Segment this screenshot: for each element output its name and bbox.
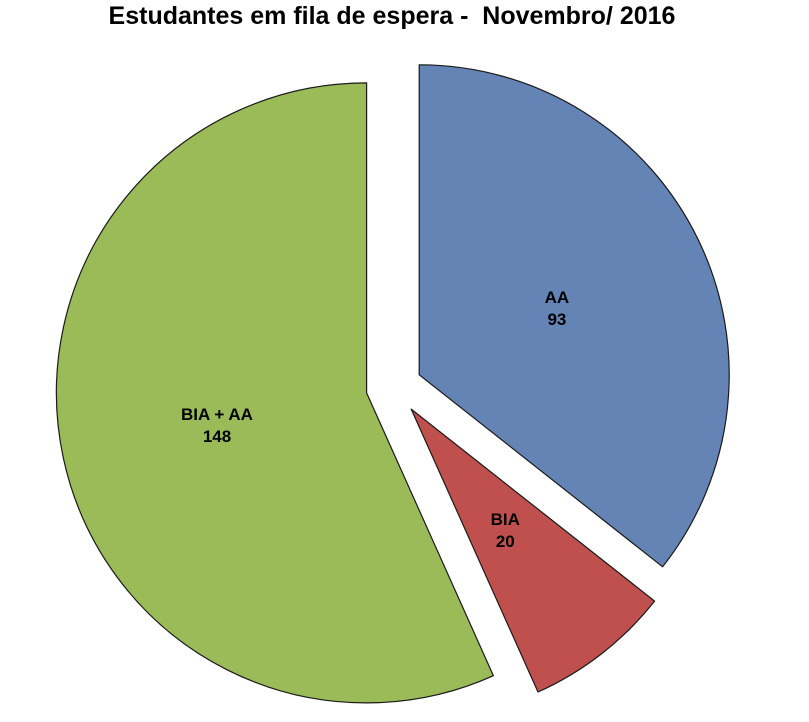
chart-title: Estudantes em fila de espera - Novembro/… [108, 2, 676, 30]
pie-slice-aa [418, 64, 730, 568]
slice-label: AA [545, 288, 570, 307]
slice-value: 148 [203, 427, 231, 446]
pie-slice-bia-aa [55, 82, 494, 704]
pie-slice-bia [410, 408, 656, 693]
slice-label: BIA [491, 510, 520, 529]
slice-label: BIA + AA [181, 405, 253, 424]
slice-value: 93 [547, 310, 566, 329]
slice-value: 20 [496, 532, 515, 551]
